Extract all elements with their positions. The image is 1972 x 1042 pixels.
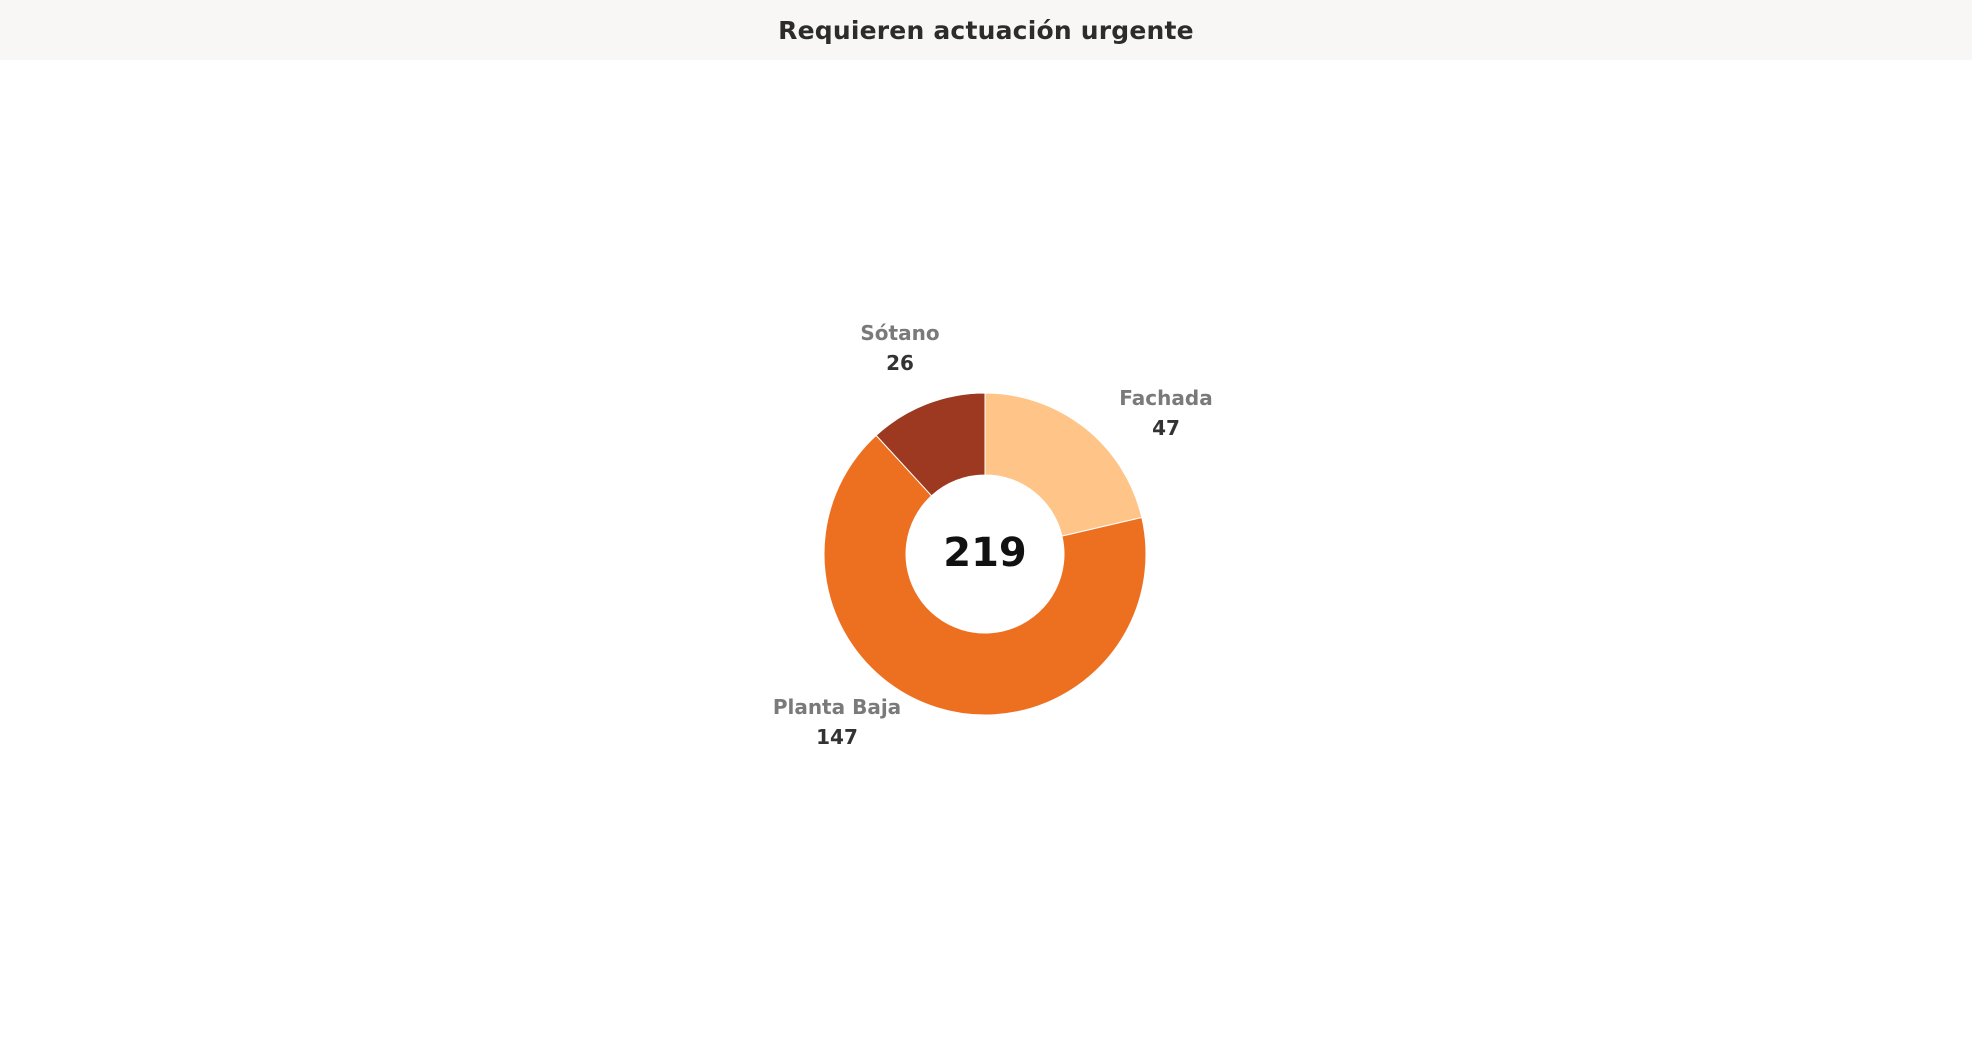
chart-title: Requieren actuación urgente <box>778 15 1194 45</box>
donut-slice-planta-baja[interactable] <box>823 434 1147 716</box>
slice-labels: Fachada 47 Planta Baja 147 Sótano 26 <box>773 321 1213 749</box>
donut-slices <box>823 392 1147 716</box>
slice-value: 47 <box>1152 416 1180 440</box>
slice-value: 147 <box>816 725 858 749</box>
slice-label: Fachada <box>1119 386 1212 410</box>
donut-slice-sótano[interactable] <box>875 392 986 497</box>
title-bar: Requieren actuación urgente <box>0 0 1972 60</box>
slice-value: 26 <box>886 351 914 375</box>
donut-slice-fachada[interactable] <box>984 392 1143 537</box>
slice-label: Sótano <box>860 321 939 345</box>
donut-total: 219 <box>943 530 1027 576</box>
slice-label: Planta Baja <box>773 695 901 719</box>
chart-area: Fachada 47 Planta Baja 147 Sótano 26 219 <box>0 60 1972 1042</box>
donut-chart: Fachada 47 Planta Baja 147 Sótano 26 219 <box>773 321 1213 749</box>
